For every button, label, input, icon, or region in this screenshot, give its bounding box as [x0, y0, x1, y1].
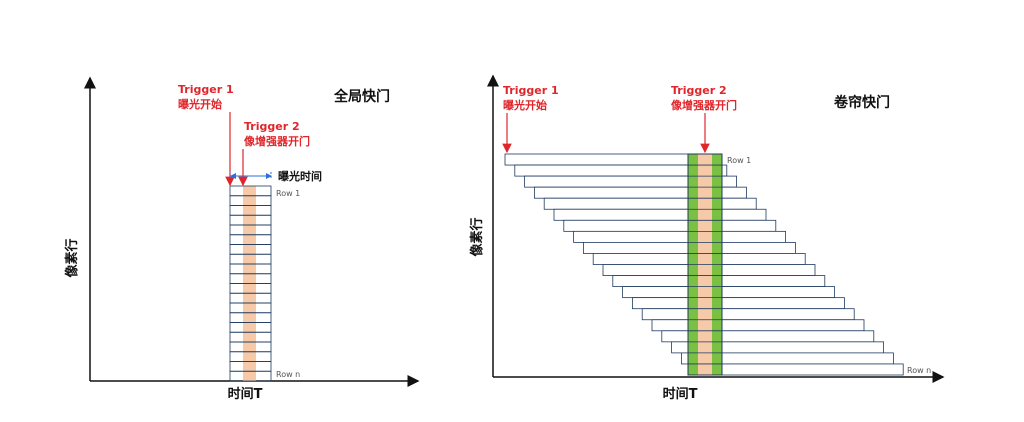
right-trigger2-sub: 像增强器开门 [671, 98, 737, 112]
right-row [690, 363, 904, 376]
right-trigger2-label: Trigger 2 [671, 84, 727, 97]
right-trigger1-sub: 曝光开始 [503, 98, 547, 112]
right-title: 卷帘快门 [833, 94, 890, 111]
right-row [632, 297, 845, 310]
right-row-first-label: Row 1 [727, 156, 751, 165]
left-title: 全局快门 [333, 88, 390, 105]
right-panel: 像素行 时间T 卷帘快门 Trigger 1 曝光开始 Trigger 2 像增… [469, 74, 945, 402]
left-trigger1-sub: 曝光开始 [178, 97, 222, 111]
right-row-last-label: Row n [907, 366, 931, 375]
right-x-label: 时间T [663, 386, 698, 402]
right-trigger1-label: Trigger 1 [503, 84, 559, 97]
left-trigger2-label: Trigger 2 [244, 120, 300, 133]
right-y-label: 像素行 [469, 217, 485, 256]
left-row-first-label: Row 1 [276, 189, 300, 198]
left-x-label: 时间T [228, 386, 263, 402]
left-y-label: 像素行 [64, 238, 80, 277]
left-row [229, 370, 272, 382]
right-row [651, 319, 865, 332]
left-row-last-label: Row n [276, 370, 300, 379]
right-row [563, 219, 777, 232]
right-row [504, 153, 718, 166]
right-row [622, 286, 835, 299]
right-row [543, 197, 757, 210]
left-trigger1-label: Trigger 1 [178, 83, 234, 96]
left-trigger2-sub: 像增强器开门 [244, 134, 310, 148]
right-gate-outline [687, 153, 723, 376]
left-panel: 像素行 时间T 全局快门 Trigger 1 曝光开始 Trigger 2 像增… [64, 76, 420, 402]
right-row [641, 308, 855, 321]
right-row-stack [504, 153, 904, 376]
right-row [573, 230, 786, 243]
left-row-stack [229, 185, 272, 382]
right-row [553, 208, 767, 221]
exposure-time-label: 曝光时间 [278, 169, 322, 183]
